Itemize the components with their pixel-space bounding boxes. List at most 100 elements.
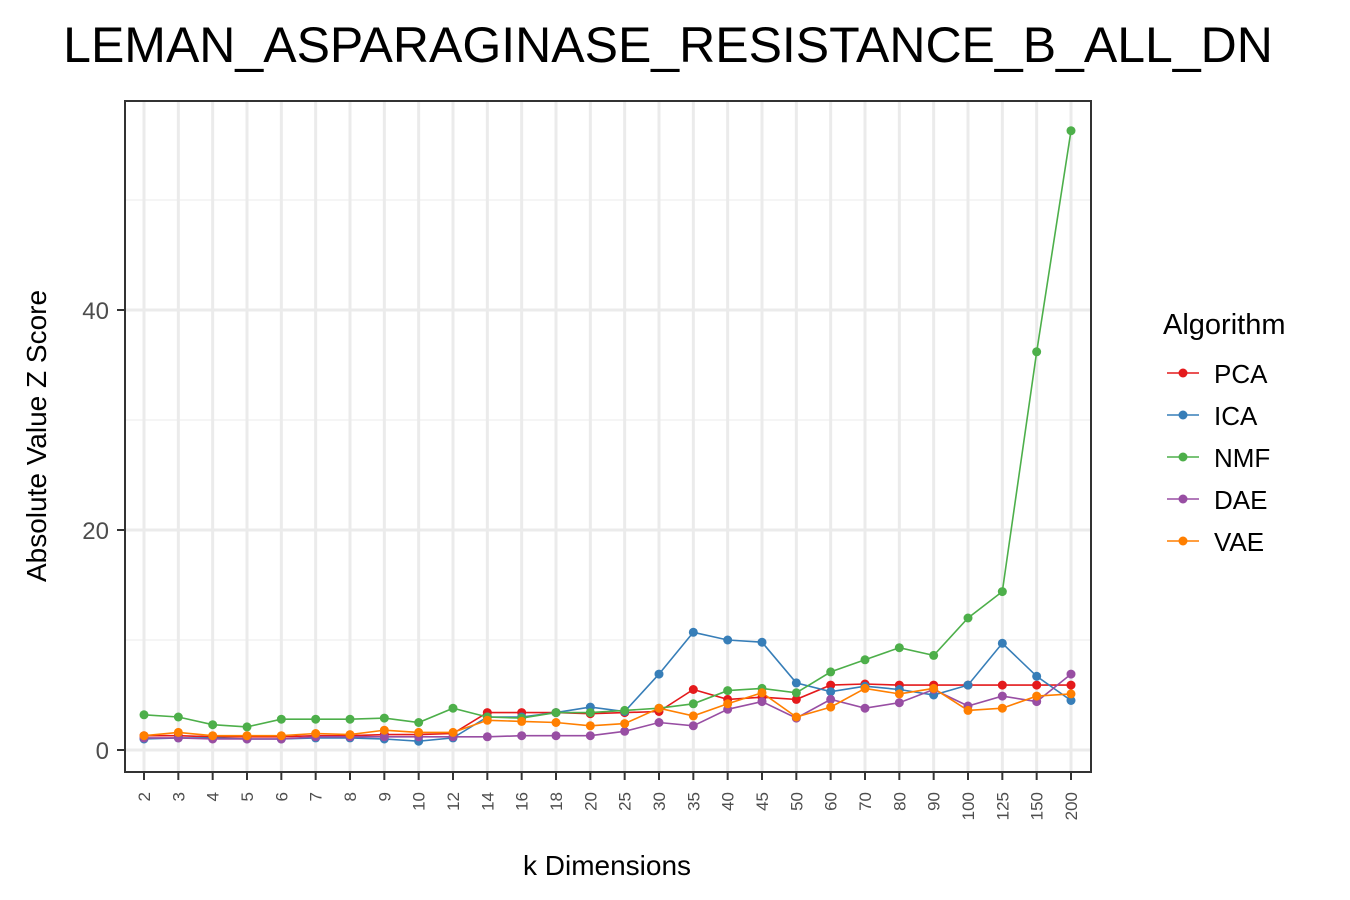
data-point-dae bbox=[688, 721, 698, 731]
data-point-ica bbox=[757, 637, 767, 647]
data-point-nmf bbox=[860, 655, 870, 665]
data-point-dae bbox=[1066, 669, 1076, 679]
data-point-nmf bbox=[963, 613, 973, 623]
data-point-nmf bbox=[276, 714, 286, 724]
x-tick-label: 5 bbox=[238, 792, 257, 801]
x-tick-label: 6 bbox=[272, 792, 291, 801]
data-point-vae bbox=[688, 711, 698, 721]
data-point-nmf bbox=[723, 686, 733, 696]
legend-key-point bbox=[1178, 494, 1188, 504]
legend-label-dae: DAE bbox=[1214, 485, 1267, 515]
data-point-vae bbox=[757, 688, 767, 698]
x-tick-label: 9 bbox=[375, 792, 394, 801]
data-point-nmf bbox=[414, 718, 424, 727]
data-point-nmf bbox=[894, 643, 904, 653]
x-tick-label: 40 bbox=[719, 792, 738, 811]
data-point-vae bbox=[208, 731, 218, 741]
series-line-vae bbox=[143, 687, 1072, 737]
x-tick-label: 14 bbox=[478, 792, 497, 811]
plot-background bbox=[125, 101, 1091, 772]
data-point-nmf bbox=[551, 708, 561, 718]
x-tick-label: 18 bbox=[547, 792, 566, 811]
x-tick-label: 125 bbox=[993, 792, 1012, 820]
legend-key-point bbox=[1178, 410, 1188, 420]
y-tick-label: 20 bbox=[82, 518, 109, 545]
data-point-dae bbox=[860, 703, 870, 713]
data-point-nmf bbox=[311, 714, 321, 724]
x-tick-label: 16 bbox=[513, 792, 532, 811]
x-tick-label: 100 bbox=[959, 792, 978, 820]
data-point-nmf bbox=[688, 699, 698, 709]
data-point-dae bbox=[826, 694, 836, 704]
data-point-ica bbox=[791, 678, 801, 688]
data-point-vae bbox=[585, 721, 595, 731]
x-tick-label: 3 bbox=[169, 792, 188, 801]
x-tick-label: 8 bbox=[341, 792, 360, 801]
data-point-vae bbox=[791, 712, 801, 722]
legend-label-nmf: NMF bbox=[1214, 443, 1270, 473]
legend-key-point bbox=[1178, 452, 1188, 462]
legend: Algorithm PCA ICA NMF DAE VAE bbox=[1163, 309, 1286, 557]
data-point-vae bbox=[620, 719, 630, 729]
data-point-ica bbox=[654, 669, 664, 679]
data-point-nmf bbox=[1066, 126, 1076, 136]
data-point-vae bbox=[482, 715, 492, 725]
data-point-vae bbox=[654, 703, 664, 713]
x-tick-label: 7 bbox=[307, 792, 326, 801]
data-point-nmf bbox=[826, 667, 836, 677]
x-tick-label: 25 bbox=[616, 792, 635, 811]
x-tick-label: 4 bbox=[204, 792, 223, 801]
data-point-vae bbox=[963, 705, 973, 715]
data-point-nmf bbox=[173, 712, 183, 722]
legend-label-pca: PCA bbox=[1214, 359, 1268, 389]
data-point-nmf bbox=[997, 587, 1007, 597]
data-point-nmf bbox=[208, 720, 218, 730]
data-point-vae bbox=[551, 718, 561, 727]
data-point-nmf bbox=[791, 688, 801, 698]
data-point-pca bbox=[791, 694, 801, 704]
data-point-vae bbox=[860, 683, 870, 693]
data-point-dae bbox=[997, 691, 1007, 701]
data-point-dae bbox=[379, 732, 389, 742]
data-point-vae bbox=[929, 683, 939, 693]
x-tick-label: 200 bbox=[1062, 792, 1081, 820]
x-tick-label: 50 bbox=[787, 792, 806, 811]
data-point-nmf bbox=[242, 722, 252, 732]
data-point-nmf bbox=[379, 713, 389, 723]
data-point-nmf bbox=[585, 708, 595, 718]
data-point-ica bbox=[963, 680, 973, 690]
x-tick-label: 35 bbox=[684, 792, 703, 811]
data-point-ica bbox=[1066, 696, 1076, 705]
data-point-vae bbox=[448, 727, 458, 737]
data-point-ica bbox=[826, 687, 836, 697]
data-point-ica bbox=[688, 627, 698, 637]
legend-label-ica: ICA bbox=[1214, 401, 1258, 431]
data-point-dae bbox=[894, 698, 904, 708]
data-point-dae bbox=[654, 718, 664, 727]
data-point-pca bbox=[688, 685, 698, 694]
data-point-vae bbox=[276, 731, 286, 741]
legend-title: Algorithm bbox=[1163, 309, 1286, 341]
x-tick-label: 45 bbox=[753, 792, 772, 811]
chart-title: LEMAN_ASPARAGINASE_RESISTANCE_B_ALL_DN bbox=[63, 17, 1273, 73]
series-line-dae bbox=[144, 673, 1072, 740]
legend-key-point bbox=[1178, 536, 1188, 546]
data-point-vae bbox=[517, 716, 527, 726]
legend-label-vae: VAE bbox=[1214, 527, 1264, 557]
x-tick-label: 150 bbox=[1028, 792, 1047, 820]
data-point-nmf bbox=[139, 710, 149, 720]
data-point-vae bbox=[139, 731, 149, 741]
data-point-ica bbox=[1032, 671, 1042, 681]
data-point-vae bbox=[1032, 691, 1042, 701]
data-point-dae bbox=[620, 726, 630, 736]
x-axis-title: k Dimensions bbox=[523, 850, 691, 881]
data-point-vae bbox=[311, 729, 321, 738]
data-point-vae bbox=[345, 730, 355, 740]
x-tick-label: 30 bbox=[650, 792, 669, 811]
data-point-dae bbox=[585, 731, 595, 741]
x-tick-label: 60 bbox=[822, 792, 841, 811]
grid bbox=[125, 101, 1091, 772]
legend-key-point bbox=[1178, 368, 1188, 378]
series-layer bbox=[139, 126, 1076, 746]
